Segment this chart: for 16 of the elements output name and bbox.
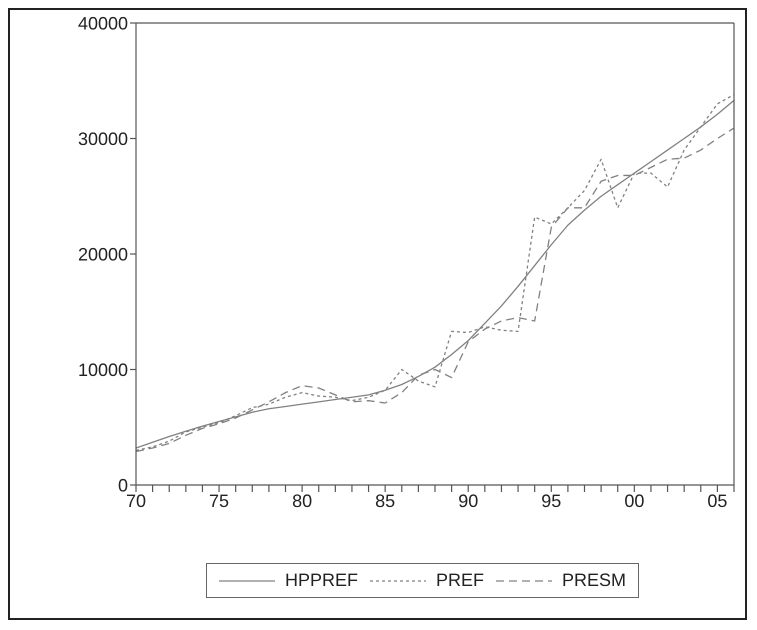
y-tick-label: 20000: [78, 244, 128, 264]
x-tick-label: 85: [375, 490, 396, 511]
y-tick-label: 40000: [78, 13, 128, 34]
y-tick-label: 0: [118, 475, 128, 496]
x-tick-label: 75: [209, 490, 230, 511]
x-tick-label: 00: [624, 490, 644, 511]
legend-label: PRESM: [562, 570, 626, 591]
x-tick-label: 05: [707, 490, 728, 511]
x-tick-label: 95: [541, 490, 562, 511]
legend-label: PREF: [436, 570, 484, 591]
x-tick-label: 70: [126, 490, 146, 511]
y-tick-label: 30000: [78, 128, 128, 149]
x-tick-label: 90: [458, 490, 478, 511]
x-tick-label: 80: [292, 490, 312, 511]
legend-label: HPPREF: [284, 570, 358, 591]
y-tick-label: 10000: [78, 360, 128, 380]
